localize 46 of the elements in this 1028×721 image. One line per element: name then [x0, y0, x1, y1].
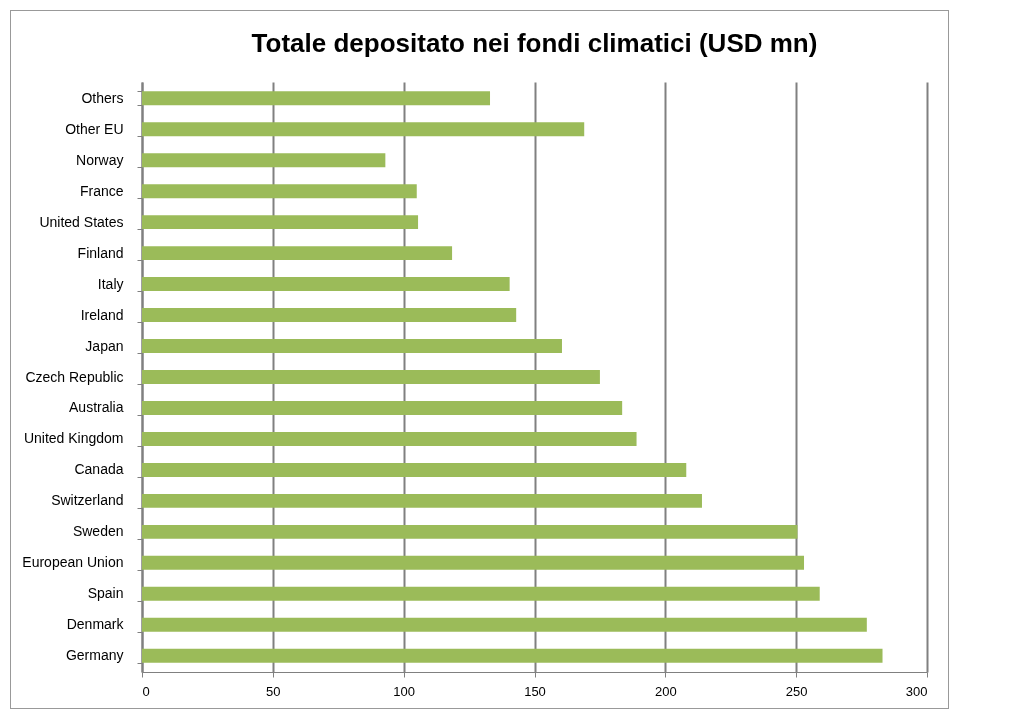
x-tick-label: 50: [266, 683, 281, 699]
bar: [142, 184, 417, 199]
x-tick-label: 250: [785, 683, 808, 699]
bar: [142, 586, 820, 601]
chart-title: Totale depositato nei fondi climatici (USD mn): [251, 28, 818, 58]
y-tick-label: Sweden: [72, 523, 124, 540]
y-tick-label: Other EU: [65, 120, 124, 137]
y-tick-label: Japan: [85, 337, 124, 354]
x-tick-label: 300: [905, 683, 928, 699]
bar: [142, 617, 867, 632]
y-tick-label: Germany: [65, 647, 124, 664]
bar: [142, 91, 491, 106]
y-tick-label: Ireland: [80, 306, 124, 323]
bar: [142, 308, 517, 323]
bar: [142, 339, 562, 353]
y-tick-label: European Union: [22, 554, 124, 571]
y-tick-label: Italy: [97, 275, 124, 292]
bar: [142, 277, 510, 292]
bar: [142, 524, 798, 539]
bar: [142, 215, 419, 230]
x-tick-label: 200: [654, 683, 677, 699]
bar: [142, 555, 805, 570]
x-tick-label: 150: [524, 683, 546, 699]
y-tick-label: Canada: [74, 461, 124, 478]
x-tick-label: 100: [393, 683, 416, 699]
bar: [142, 648, 883, 663]
y-tick-label: France: [79, 182, 124, 199]
y-tick-label: United States: [39, 213, 124, 230]
y-tick-label: Others: [81, 89, 124, 106]
y-tick-label: Spain: [87, 585, 124, 602]
bar: [142, 246, 453, 261]
bar: [142, 431, 637, 446]
y-tick-label: Finland: [77, 244, 124, 261]
bar: [142, 370, 600, 384]
y-tick-label: Switzerland: [51, 492, 124, 509]
bar: [142, 493, 702, 508]
bar: [142, 153, 386, 168]
y-tick-label: Australia: [69, 399, 124, 416]
y-tick-label: United Kingdom: [23, 430, 124, 447]
y-tick-label: Czech Republic: [25, 368, 124, 385]
y-tick-label: Norway: [76, 151, 124, 168]
y-tick-label: Denmark: [66, 616, 125, 633]
x-tick-label: 0: [142, 683, 150, 699]
bar: [142, 462, 687, 477]
bar: [142, 401, 623, 415]
bar: [142, 122, 585, 137]
